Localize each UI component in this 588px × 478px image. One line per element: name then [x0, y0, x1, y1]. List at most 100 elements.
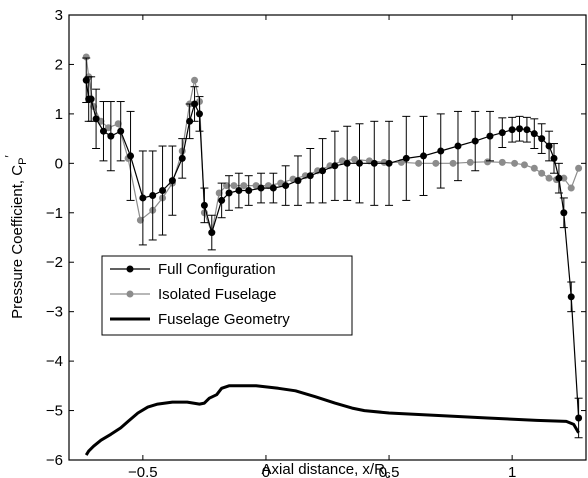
data-point [523, 126, 531, 134]
legend-marker-full-configuration [126, 265, 134, 273]
data-point [538, 135, 546, 143]
data-point [87, 95, 95, 103]
data-point [516, 125, 524, 133]
y-tick-label: 2 [55, 56, 63, 73]
data-point [104, 124, 112, 132]
data-point [402, 154, 410, 162]
y-axis-label-prime: ′ [2, 155, 17, 158]
data-point [508, 126, 516, 134]
data-point [107, 132, 115, 140]
data-point [545, 174, 553, 182]
y-tick-label: 0 [55, 155, 63, 172]
data-point [136, 216, 144, 224]
data-point [437, 147, 445, 155]
y-tick-label: −1 [46, 205, 63, 222]
data-point [168, 177, 176, 185]
data-point [99, 127, 107, 135]
legend-label-isolated-fuselage: Isolated Fuselage [158, 286, 276, 303]
series-line-isolated-fuselage [85, 56, 580, 234]
data-point [282, 182, 290, 190]
data-point [235, 187, 243, 195]
data-point [195, 110, 203, 118]
data-point [127, 152, 135, 160]
data-point [92, 115, 100, 123]
legend-marker-isolated-fuselage [126, 290, 134, 298]
data-point [567, 293, 575, 301]
data-point [200, 201, 208, 209]
data-point [530, 130, 538, 138]
x-tick-label: −0.5 [128, 464, 158, 478]
legend: Full Configuration Isolated Fuselage Fus… [101, 255, 353, 336]
y-tick-label: 3 [55, 7, 63, 24]
data-point [218, 196, 226, 204]
data-point [498, 158, 506, 166]
data-point [449, 159, 457, 167]
data-point [294, 177, 302, 185]
data-point [420, 152, 428, 160]
data-point [511, 159, 519, 167]
data-point [245, 187, 253, 195]
data-point [191, 100, 199, 108]
y-tick-label: −4 [46, 353, 63, 370]
data-point [575, 164, 583, 172]
data-point [351, 155, 359, 163]
data-point [191, 76, 199, 84]
series-isolated-fuselage [82, 53, 583, 237]
plot-marks [82, 53, 583, 456]
data-point [356, 159, 364, 167]
x-tick-label: 0.5 [379, 464, 400, 478]
y-tick-label: −5 [46, 403, 63, 420]
data-point [178, 154, 186, 162]
x-tick-label: 1 [508, 464, 516, 478]
data-point [415, 159, 423, 167]
data-point [530, 164, 538, 172]
data-point [82, 53, 90, 61]
data-point [225, 189, 233, 197]
data-point [575, 414, 583, 422]
data-point [520, 161, 528, 169]
data-point [114, 120, 122, 128]
data-point [215, 189, 223, 197]
data-point [370, 159, 378, 167]
y-axis-label: Pressure Coefficient, CP′ [2, 155, 29, 319]
x-tick-label: 0 [262, 464, 270, 478]
series-fuselage-geometry [84, 384, 580, 456]
x-axis-label-subscript: c [385, 469, 391, 478]
data-point [139, 194, 147, 202]
data-point [331, 162, 339, 170]
y-tick-label: −3 [46, 304, 63, 321]
data-point [545, 142, 553, 150]
x-axis-label: Axial distance, x/Rc [262, 461, 391, 478]
data-point [117, 127, 125, 135]
series-full-configuration [82, 57, 583, 439]
plot-area-frame [68, 14, 587, 461]
data-point [484, 158, 492, 166]
data-point [567, 184, 575, 192]
legend-label-full-configuration: Full Configuration [158, 261, 276, 278]
data-point [466, 158, 474, 166]
data-point [486, 132, 494, 140]
data-point [385, 159, 393, 167]
data-point [319, 167, 327, 175]
y-tick-label: −2 [46, 254, 63, 271]
data-point [223, 182, 231, 190]
data-point [498, 129, 506, 137]
data-point [240, 182, 248, 190]
data-point [343, 159, 351, 167]
data-point [306, 172, 314, 180]
y-tick-label: −6 [46, 452, 63, 469]
data-point [208, 229, 216, 237]
data-point [454, 142, 462, 150]
data-point [82, 76, 90, 84]
data-point [550, 154, 558, 162]
data-point [149, 191, 157, 199]
series-line-fuselage-geometry [84, 384, 580, 456]
data-point [159, 187, 167, 195]
data-point [555, 174, 563, 182]
legend-label-fuselage-geometry: Fuselage Geometry [158, 311, 290, 328]
data-point [257, 184, 265, 192]
y-tick-label: 1 [55, 106, 63, 123]
data-point [471, 137, 479, 145]
data-point [186, 117, 194, 125]
